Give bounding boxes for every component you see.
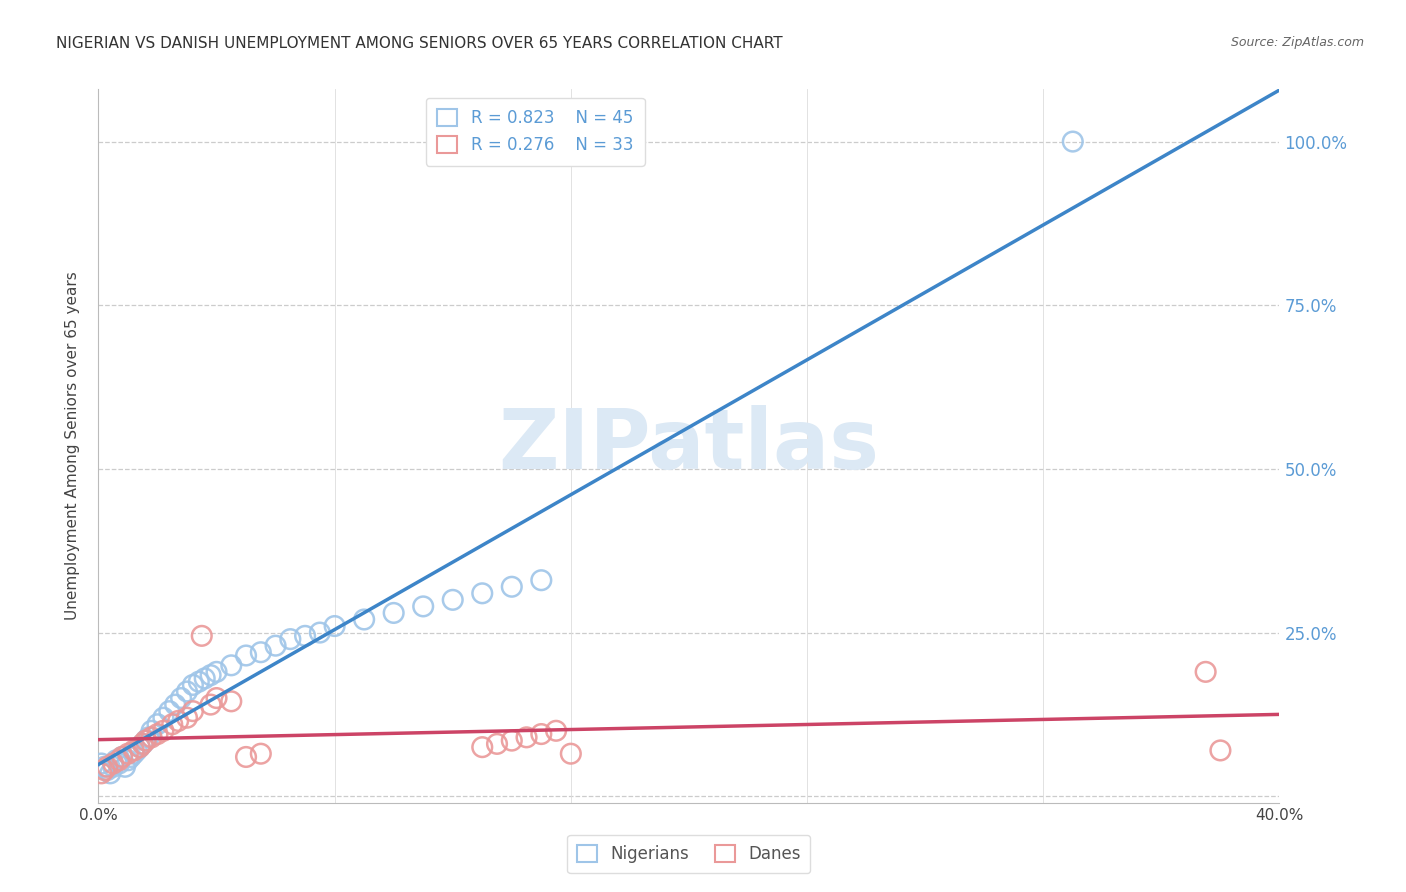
Point — [323, 619, 346, 633]
Point — [205, 691, 228, 706]
Point — [138, 731, 160, 745]
Point — [176, 684, 198, 698]
Point — [157, 704, 180, 718]
Point — [486, 737, 509, 751]
Point — [205, 665, 228, 679]
Point — [309, 625, 332, 640]
Point — [128, 740, 150, 755]
Point — [122, 743, 145, 757]
Point — [441, 592, 464, 607]
Point — [412, 599, 434, 614]
Point — [146, 717, 169, 731]
Point — [278, 632, 302, 647]
Point — [1062, 135, 1084, 149]
Point — [165, 698, 187, 712]
Point — [353, 612, 375, 626]
Point — [235, 648, 257, 663]
Point — [114, 760, 136, 774]
Point — [191, 629, 214, 643]
Point — [152, 723, 174, 738]
Point — [93, 763, 115, 777]
Point — [181, 704, 204, 718]
Point — [96, 763, 118, 777]
Point — [181, 678, 204, 692]
Text: ZIPatlas: ZIPatlas — [499, 406, 879, 486]
Point — [128, 740, 150, 755]
Point — [146, 727, 169, 741]
Point — [152, 711, 174, 725]
Point — [111, 750, 134, 764]
Point — [141, 731, 163, 745]
Point — [294, 629, 316, 643]
Point — [382, 606, 405, 620]
Point — [194, 672, 217, 686]
Point — [530, 727, 553, 741]
Point — [546, 723, 568, 738]
Point — [200, 698, 222, 712]
Point — [176, 711, 198, 725]
Point — [105, 753, 128, 767]
Legend: Nigerians, Danes: Nigerians, Danes — [568, 835, 810, 873]
Point — [120, 750, 142, 764]
Point — [219, 694, 242, 708]
Point — [501, 580, 523, 594]
Point — [132, 737, 155, 751]
Point — [200, 668, 222, 682]
Point — [187, 674, 209, 689]
Point — [141, 723, 163, 738]
Point — [90, 756, 112, 771]
Point — [117, 747, 139, 761]
Point — [96, 760, 118, 774]
Point — [122, 747, 145, 761]
Point — [135, 733, 157, 747]
Point — [170, 691, 193, 706]
Point — [530, 573, 553, 587]
Text: NIGERIAN VS DANISH UNEMPLOYMENT AMONG SENIORS OVER 65 YEARS CORRELATION CHART: NIGERIAN VS DANISH UNEMPLOYMENT AMONG SE… — [56, 36, 783, 51]
Point — [93, 760, 115, 774]
Point — [250, 645, 273, 659]
Point — [1195, 665, 1218, 679]
Point — [135, 733, 157, 747]
Point — [264, 639, 287, 653]
Point — [132, 737, 155, 751]
Point — [515, 731, 537, 745]
Point — [125, 743, 148, 757]
Point — [560, 747, 582, 761]
Point — [108, 753, 131, 767]
Point — [1209, 743, 1232, 757]
Point — [103, 756, 125, 771]
Point — [111, 750, 134, 764]
Y-axis label: Unemployment Among Seniors over 65 years: Unemployment Among Seniors over 65 years — [65, 272, 80, 620]
Point — [250, 747, 273, 761]
Point — [167, 714, 190, 728]
Point — [471, 586, 494, 600]
Point — [471, 740, 494, 755]
Point — [108, 756, 131, 771]
Point — [103, 760, 125, 774]
Point — [117, 753, 139, 767]
Point — [90, 766, 112, 780]
Point — [98, 766, 121, 780]
Point — [235, 750, 257, 764]
Text: Source: ZipAtlas.com: Source: ZipAtlas.com — [1230, 36, 1364, 49]
Point — [162, 717, 183, 731]
Point — [219, 658, 242, 673]
Point — [501, 733, 523, 747]
